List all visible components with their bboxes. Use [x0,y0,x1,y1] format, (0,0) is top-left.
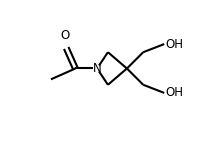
Text: O: O [60,29,69,42]
Text: OH: OH [165,38,183,51]
Text: OH: OH [165,86,183,99]
Text: N: N [93,62,101,75]
